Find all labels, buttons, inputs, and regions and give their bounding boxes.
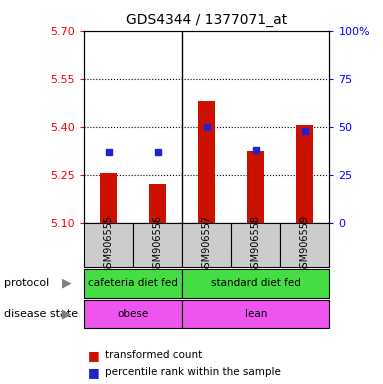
Bar [182, 269, 329, 298]
Text: GSM906557: GSM906557 [202, 215, 212, 275]
Bar [198, 101, 215, 223]
Text: ■: ■ [88, 366, 100, 379]
Text: disease state: disease state [4, 309, 78, 319]
Bar [84, 300, 182, 328]
Bar [100, 173, 117, 223]
Bar [84, 269, 182, 298]
Text: obese: obese [118, 309, 149, 319]
Text: ▶: ▶ [62, 308, 72, 320]
Text: ■: ■ [88, 349, 100, 362]
Text: transformed count: transformed count [105, 350, 203, 360]
Text: GSM906558: GSM906558 [251, 215, 261, 274]
Text: lean: lean [245, 309, 267, 319]
Bar [247, 151, 264, 223]
Bar [149, 184, 166, 223]
Bar [182, 300, 329, 328]
Bar [231, 223, 280, 267]
Text: GSM906556: GSM906556 [153, 215, 163, 274]
Bar [182, 223, 231, 267]
Title: GDS4344 / 1377071_at: GDS4344 / 1377071_at [126, 13, 288, 27]
Text: ▶: ▶ [62, 277, 72, 290]
Text: GSM906555: GSM906555 [104, 215, 114, 275]
Bar [84, 223, 133, 267]
Text: GSM906559: GSM906559 [300, 215, 310, 274]
Text: percentile rank within the sample: percentile rank within the sample [105, 367, 281, 377]
Bar [296, 125, 313, 223]
Bar [133, 223, 182, 267]
Text: protocol: protocol [4, 278, 49, 288]
Text: cafeteria diet fed: cafeteria diet fed [88, 278, 178, 288]
Bar [280, 223, 329, 267]
Text: standard diet fed: standard diet fed [211, 278, 301, 288]
